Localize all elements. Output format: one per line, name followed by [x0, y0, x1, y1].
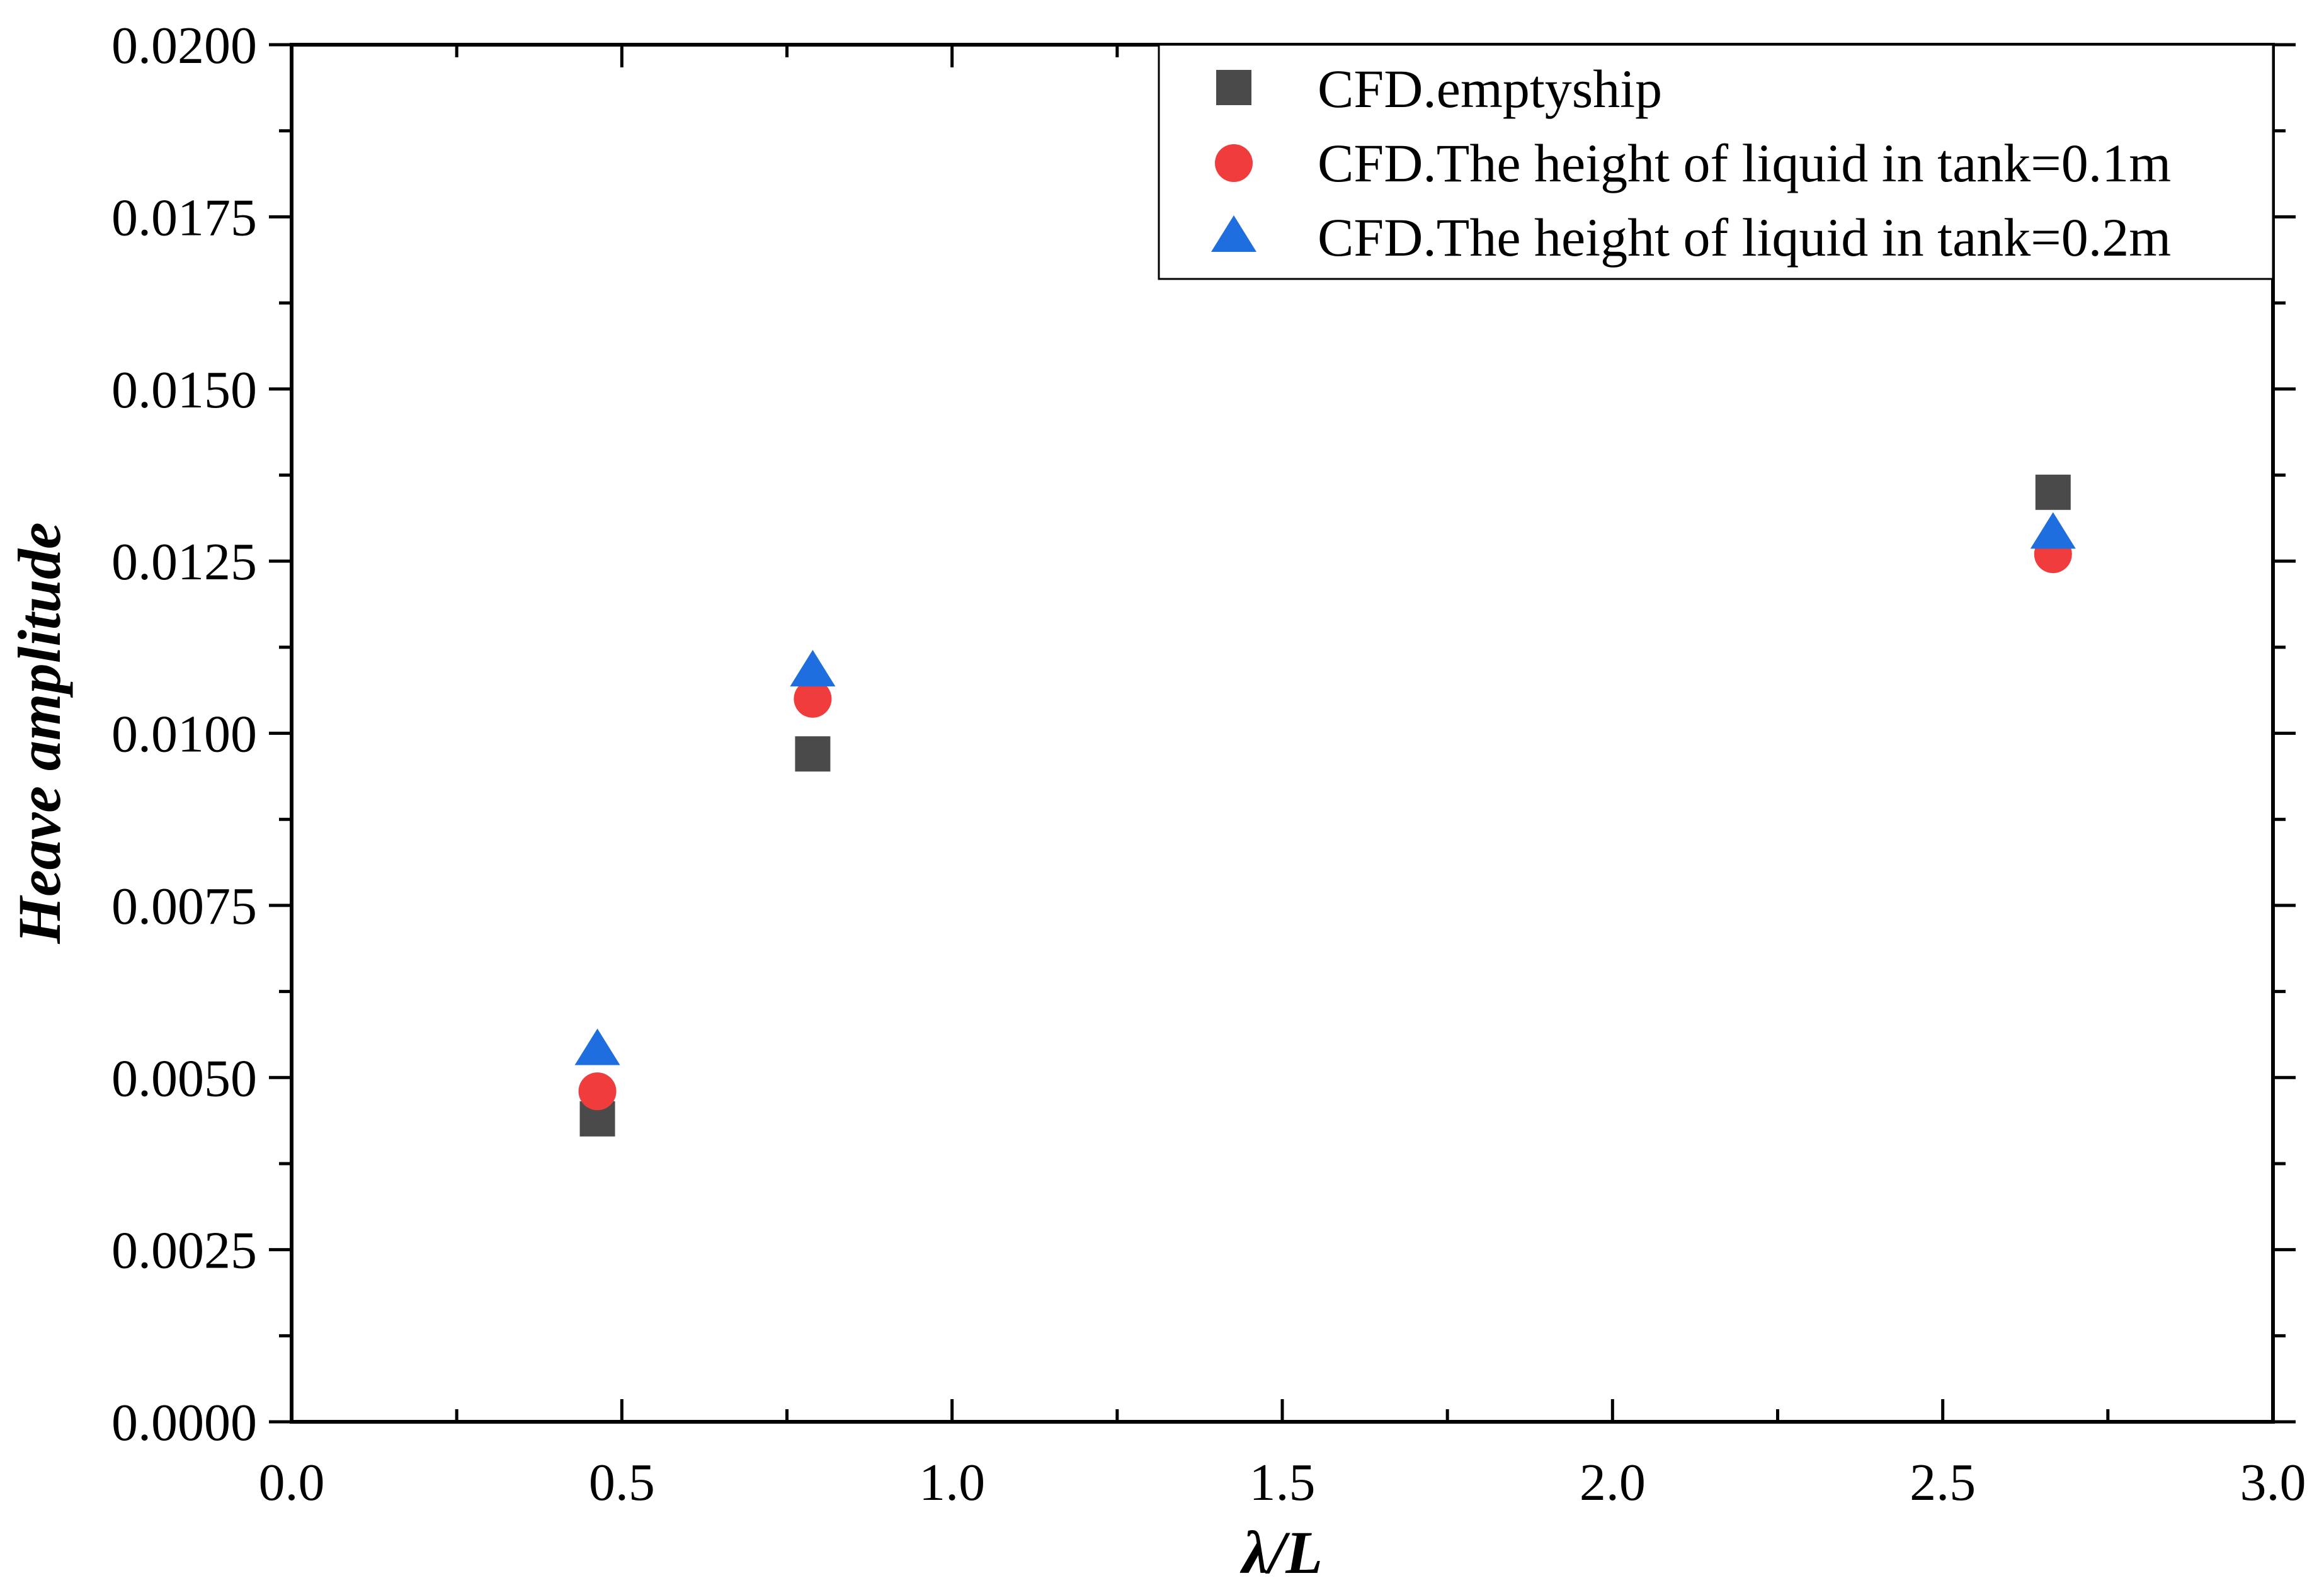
y-axis-title: Heave amplitude [6, 522, 73, 944]
x-tick-label: 0.0 [259, 1453, 325, 1512]
data-point-emptyship [795, 736, 831, 772]
x-tick-label: 1.0 [919, 1453, 985, 1512]
y-tick-label: 0.0000 [111, 1393, 257, 1452]
y-tick-label: 0.0100 [111, 705, 257, 764]
legend-label-emptyship: CFD.emptyship [1318, 59, 1662, 119]
data-point-liquid-0-2m [790, 650, 836, 687]
y-tick-label: 0.0075 [111, 877, 257, 936]
data-point-emptyship [2035, 474, 2071, 510]
y-tick-label: 0.0175 [111, 188, 257, 247]
legend: CFD.emptyship CFD.The height of liquid i… [1158, 43, 2274, 280]
x-tick-label: 3.0 [2240, 1453, 2306, 1512]
axis-ticks: 0.0 0.5 1.0 1.5 2.0 2.5 3.0 0.0000 0.0025 0.0050 0… [111, 16, 2306, 1512]
legend-label-liquid-0-1m: CFD.The height of liquid in tank=0.1m [1318, 133, 2171, 193]
y-tick-label: 0.0125 [111, 533, 257, 591]
x-tick-label: 1.5 [1250, 1453, 1316, 1512]
data-point-liquid-0-1m [794, 679, 832, 718]
x-tick-label: 2.5 [1910, 1453, 1976, 1512]
data-point-liquid-0-2m [2030, 512, 2076, 549]
x-tick-label: 0.5 [589, 1453, 655, 1512]
legend-label-liquid-0-2m: CFD.The height of liquid in tank=0.2m [1318, 207, 2171, 268]
y-tick-label: 0.0025 [111, 1222, 257, 1280]
data-points [574, 474, 2076, 1137]
legend-marker-liquid-0-2m [1211, 215, 1256, 252]
x-axis-title: λ/L [1239, 1519, 1323, 1583]
y-tick-label: 0.0150 [111, 361, 257, 419]
data-point-liquid-0-1m [578, 1072, 617, 1111]
data-point-liquid-0-2m [574, 1028, 620, 1065]
legend-marker-liquid-0-1m [1215, 144, 1253, 182]
y-tick-label: 0.0200 [111, 16, 257, 75]
x-tick-label: 2.0 [1580, 1453, 1646, 1512]
y-tick-label: 0.0050 [111, 1049, 257, 1108]
legend-marker-emptyship [1216, 70, 1251, 105]
legend-box [1158, 43, 2274, 280]
